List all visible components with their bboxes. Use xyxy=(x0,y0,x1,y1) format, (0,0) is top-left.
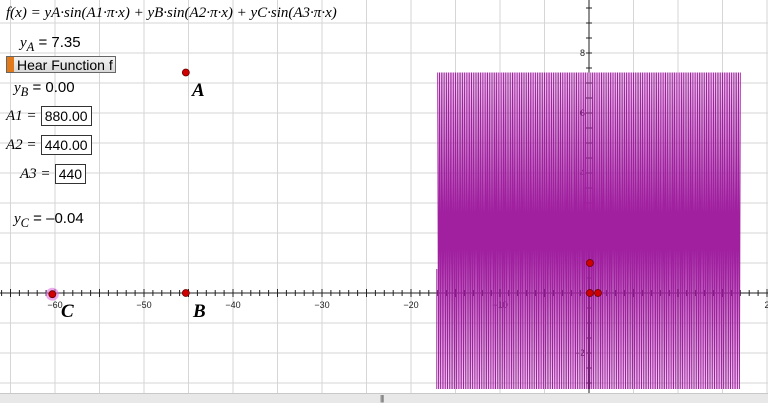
point-B-label: B xyxy=(193,301,206,322)
input-A2-field[interactable]: 440.00 xyxy=(40,135,92,155)
point-f-2[interactable] xyxy=(585,289,594,297)
y-tick-label-4: −2 xyxy=(575,348,585,358)
point-C[interactable] xyxy=(48,290,57,299)
input-A1-row: A1 = 880.00 xyxy=(6,106,92,126)
point-f-3[interactable] xyxy=(594,289,602,297)
point-C-label: C xyxy=(61,301,74,322)
input-A2-label: A2 = xyxy=(6,136,37,153)
point-B[interactable] xyxy=(181,289,190,297)
function-definition: f(x) = yA·sin(A1·π·x) + yB·sin(A2·π·x) +… xyxy=(6,5,337,21)
input-A1-label: A1 = xyxy=(6,107,37,124)
slider-yB-value: 0.00 xyxy=(45,79,75,96)
input-A3-field[interactable]: 440 xyxy=(54,164,87,184)
x-tick-label-2: −40 xyxy=(225,300,240,310)
x-tick-label-5: −10 xyxy=(492,300,507,310)
y-tick-label-0: 8 xyxy=(580,48,585,58)
button-accent xyxy=(7,57,14,72)
x-tick-label-4: −20 xyxy=(403,300,418,310)
slider-yA[interactable]: yA = 7.35 xyxy=(20,34,81,54)
slider-yA-label: y xyxy=(20,35,27,51)
point-A-label: A xyxy=(192,80,205,101)
slider-yC[interactable]: yC = –0.04 xyxy=(14,210,84,230)
horizontal-scrollbar[interactable]: ||| xyxy=(0,393,768,403)
x-tick-label-1: −50 xyxy=(136,300,151,310)
points[interactable] xyxy=(45,68,602,301)
hear-function-label: Hear Function f xyxy=(17,56,113,73)
hear-function-button[interactable]: Hear Function f xyxy=(6,56,116,73)
x-tick-label-0: −60 xyxy=(47,300,62,310)
input-A1-field[interactable]: 880.00 xyxy=(40,106,92,126)
slider-yB[interactable]: yB = 0.00 xyxy=(14,79,75,99)
function-f-curve[interactable] xyxy=(436,72,741,390)
scrollbar-grip-icon[interactable]: ||| xyxy=(380,394,384,403)
input-A2-row: A2 = 440.00 xyxy=(6,135,92,155)
input-A3-label: A3 = xyxy=(20,165,51,182)
slider-yA-value: 7.35 xyxy=(51,34,81,51)
x-tick-label-3: −30 xyxy=(314,300,329,310)
point-f-1[interactable] xyxy=(585,259,594,267)
point-A[interactable] xyxy=(181,68,190,77)
x-tick-label-6: 2 xyxy=(764,300,768,310)
input-A3-row: A3 = 440 xyxy=(20,164,87,184)
x-axis-ticks: −60 −50 −40 −30 −20 −10 2 xyxy=(47,300,768,310)
slider-yC-value: –0.04 xyxy=(46,210,84,227)
